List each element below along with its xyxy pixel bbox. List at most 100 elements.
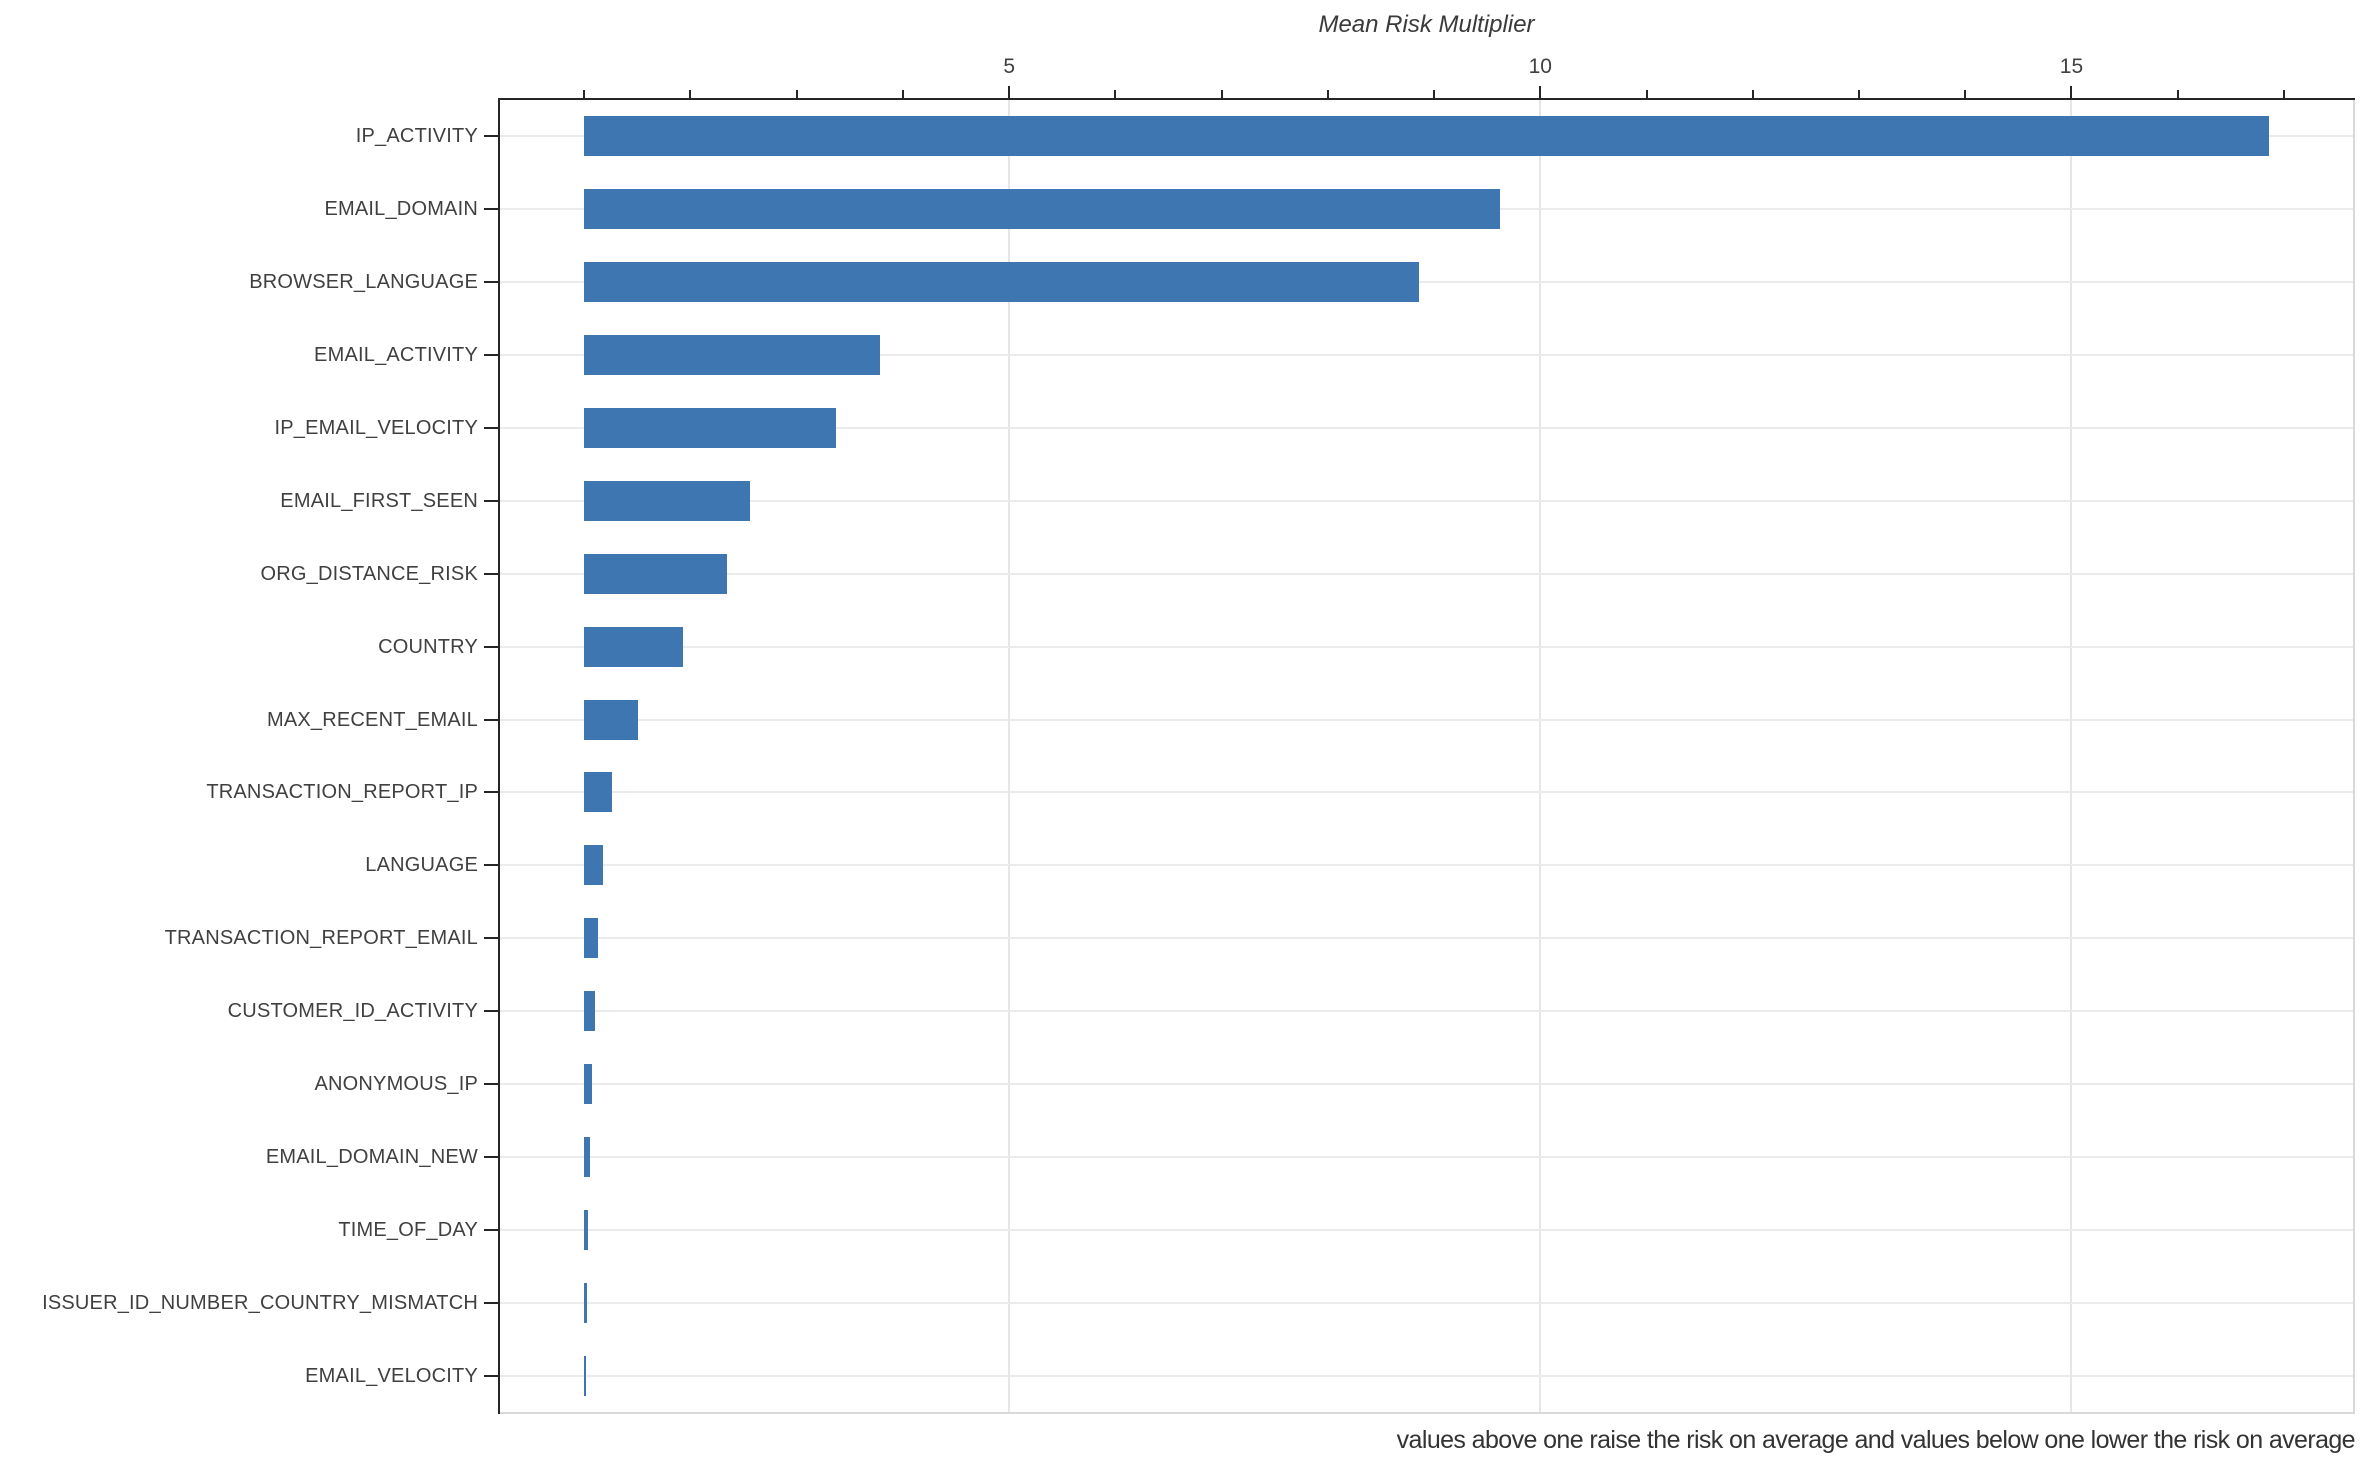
category-gridline: [500, 572, 2353, 575]
x-major-tick: [2070, 86, 2073, 98]
category-label: EMAIL_DOMAIN_NEW: [265, 1145, 478, 1168]
category-gridline: [500, 645, 2353, 648]
x-minor-tick: [1326, 90, 1329, 98]
x-axis-spine-top: [498, 98, 2355, 100]
category-label: EMAIL_VELOCITY: [305, 1364, 478, 1387]
bar: [584, 480, 750, 521]
x-minor-tick: [1220, 90, 1223, 98]
x-minor-tick: [2176, 90, 2179, 98]
y-tick: [484, 572, 498, 575]
category-label: TRANSACTION_REPORT_IP: [206, 781, 478, 804]
category-gridline: [500, 499, 2353, 502]
category-gridline: [500, 1301, 2353, 1304]
category-gridline: [500, 791, 2353, 794]
x-minor-tick: [1964, 90, 1967, 98]
y-tick: [484, 1374, 498, 1377]
x-gridline: [2070, 100, 2073, 1412]
bar: [584, 335, 880, 376]
x-minor-tick: [795, 90, 798, 98]
y-tick: [484, 135, 498, 138]
y-tick: [484, 1155, 498, 1158]
x-major-tick: [1539, 86, 1542, 98]
x-minor-tick: [2282, 90, 2285, 98]
category-label: TIME_OF_DAY: [338, 1218, 478, 1241]
y-tick: [484, 1301, 498, 1304]
y-tick: [484, 645, 498, 648]
bar: [584, 1355, 587, 1396]
bar: [584, 1136, 590, 1177]
category-label: LANGUAGE: [365, 854, 478, 877]
category-gridline: [500, 427, 2353, 429]
chart-caption: values above one raise the risk on avera…: [1396, 1426, 2356, 1454]
category-label: ANONYMOUS_IP: [314, 1073, 478, 1095]
bar: [584, 262, 1420, 303]
category-label: MAX_RECENT_EMAIL: [266, 708, 478, 731]
x-minor-tick: [1645, 90, 1648, 98]
category-label: CUSTOMER_ID_ACTIVITY: [227, 1000, 478, 1023]
plot-area: [500, 100, 2353, 1412]
category-gridline: [500, 1155, 2353, 1158]
x-gridline: [1008, 100, 1011, 1412]
bar: [584, 1282, 588, 1323]
y-axis-spine-left: [498, 98, 500, 1414]
bar: [584, 991, 595, 1032]
category-gridline: [500, 1083, 2353, 1085]
bar: [584, 699, 639, 740]
bar: [584, 918, 599, 959]
category-label: EMAIL_DOMAIN: [324, 198, 478, 221]
y-tick: [484, 864, 498, 867]
category-label: BROWSER_LANGUAGE: [249, 271, 478, 294]
x-minor-tick: [1858, 90, 1861, 98]
bar: [584, 1209, 589, 1250]
y-tick: [484, 1228, 498, 1231]
bar: [584, 553, 727, 594]
category-label: IP_ACTIVITY: [355, 125, 478, 148]
y-tick: [484, 718, 498, 721]
y-tick: [484, 1010, 498, 1013]
x-tick-label: 5: [1003, 55, 1015, 78]
category-label: TRANSACTION_REPORT_EMAIL: [164, 927, 478, 950]
category-gridline: [500, 1374, 2353, 1377]
category-gridline: [500, 1228, 2353, 1231]
x-minor-tick: [689, 90, 692, 98]
y-tick: [484, 427, 498, 429]
y-tick: [484, 354, 498, 357]
bar: [584, 408, 836, 448]
bar: [584, 845, 604, 886]
category-gridline: [500, 354, 2353, 357]
x-minor-tick: [1114, 90, 1117, 98]
category-gridline: [500, 864, 2353, 867]
bar: [584, 189, 1500, 230]
category-gridline: [500, 718, 2353, 721]
x-major-tick: [1008, 86, 1011, 98]
x-minor-tick: [1433, 90, 1436, 98]
y-tick: [484, 499, 498, 502]
category-label: EMAIL_FIRST_SEEN: [280, 489, 478, 512]
y-tick: [484, 1083, 498, 1085]
category-label: ORG_DISTANCE_RISK: [260, 562, 478, 585]
bar: [584, 116, 2270, 157]
x-gridline: [1539, 100, 1542, 1412]
x-minor-tick: [901, 90, 904, 98]
bar: [584, 772, 612, 813]
y-tick: [484, 281, 498, 284]
category-gridline: [500, 281, 2353, 284]
x-tick-label: 10: [1528, 55, 1552, 78]
y-tick: [484, 208, 498, 211]
y-tick: [484, 937, 498, 940]
category-gridline: [500, 1010, 2353, 1013]
y-tick: [484, 791, 498, 794]
category-label: EMAIL_ACTIVITY: [314, 344, 478, 367]
panel-border-right: [2353, 100, 2355, 1412]
bar: [584, 626, 684, 667]
x-minor-tick: [583, 90, 586, 98]
category-label: COUNTRY: [378, 635, 478, 658]
chart-title: Mean Risk Multiplier: [1318, 11, 1535, 38]
panel-border-bottom: [500, 1412, 2355, 1414]
category-label: IP_EMAIL_VELOCITY: [274, 417, 478, 439]
bar: [584, 1064, 592, 1104]
category-label: ISSUER_ID_NUMBER_COUNTRY_MISMATCH: [42, 1291, 478, 1314]
x-minor-tick: [1751, 90, 1754, 98]
x-tick-label: 15: [2059, 55, 2084, 78]
